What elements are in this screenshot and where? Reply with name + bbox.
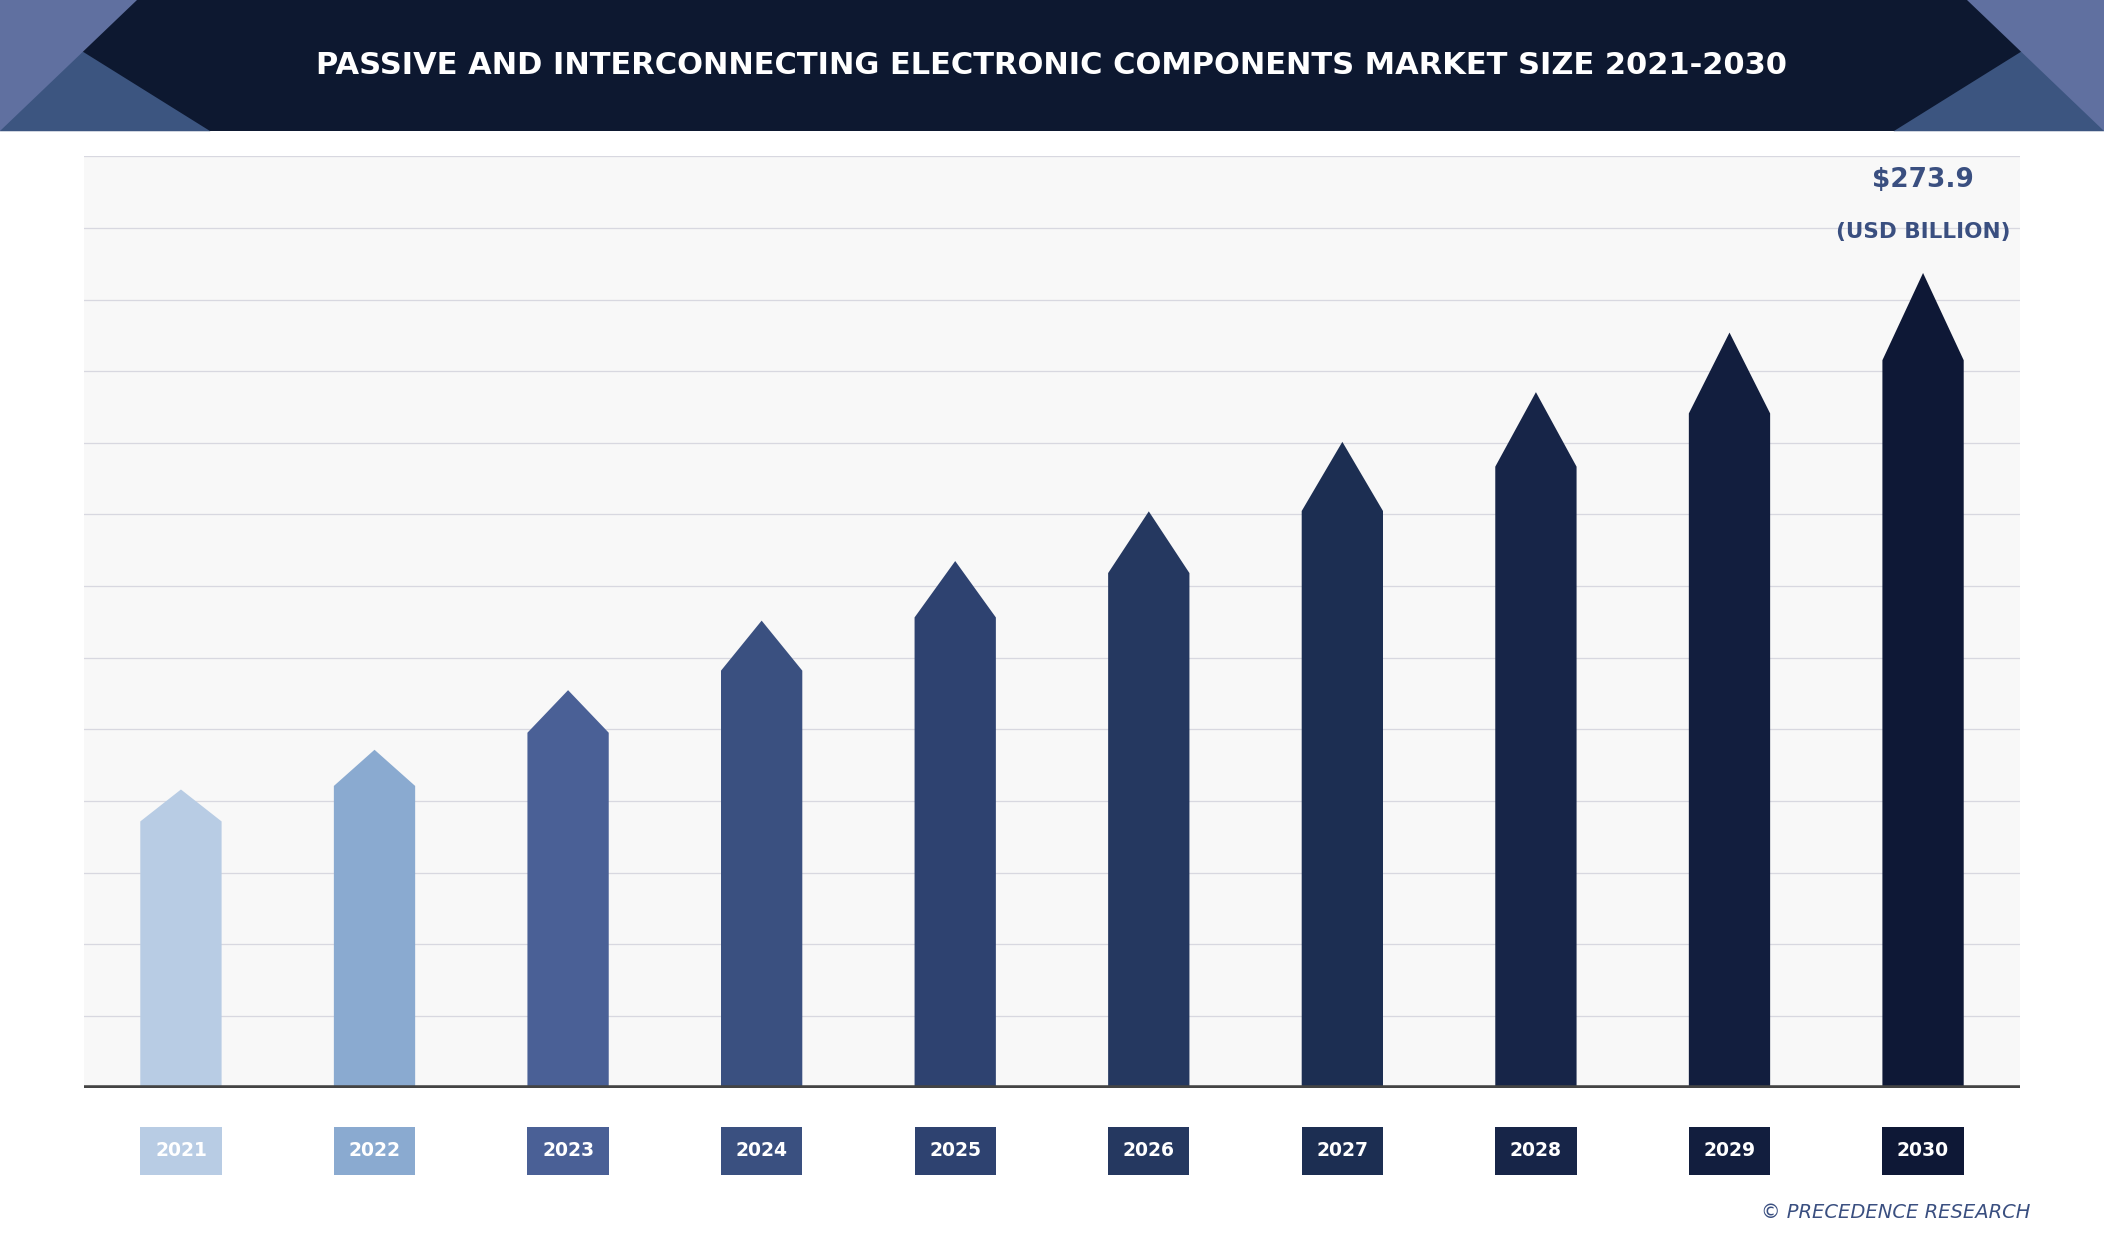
Polygon shape — [915, 561, 995, 1088]
Polygon shape — [335, 750, 414, 1088]
Text: 2028: 2028 — [1511, 1141, 1561, 1160]
Bar — [722, 1126, 802, 1175]
Bar — [1496, 1126, 1576, 1175]
Text: 2021: 2021 — [156, 1141, 206, 1160]
Text: 2030: 2030 — [1898, 1141, 1948, 1160]
Text: $273.9: $273.9 — [1873, 168, 1974, 194]
Polygon shape — [1690, 332, 1769, 1088]
Text: 2022: 2022 — [349, 1141, 400, 1160]
Text: 2026: 2026 — [1124, 1141, 1174, 1160]
Text: 2023: 2023 — [543, 1141, 593, 1160]
Bar — [1109, 1126, 1189, 1175]
Polygon shape — [528, 690, 608, 1088]
Text: 2029: 2029 — [1704, 1141, 1755, 1160]
Bar — [1302, 1126, 1382, 1175]
Bar — [1690, 1126, 1769, 1175]
Bar — [915, 1126, 995, 1175]
Text: 2024: 2024 — [736, 1141, 787, 1160]
Text: 2027: 2027 — [1317, 1141, 1368, 1160]
Polygon shape — [1302, 441, 1382, 1088]
Text: (USD BILLION): (USD BILLION) — [1837, 222, 2009, 243]
Text: 2025: 2025 — [930, 1141, 980, 1160]
Polygon shape — [141, 790, 221, 1088]
Polygon shape — [1496, 392, 1576, 1088]
Text: © PRECEDENCE RESEARCH: © PRECEDENCE RESEARCH — [1761, 1204, 2030, 1222]
Polygon shape — [1883, 272, 1963, 1088]
Polygon shape — [1109, 511, 1189, 1088]
Bar — [528, 1126, 608, 1175]
Bar — [1883, 1126, 1963, 1175]
Text: PASSIVE AND INTERCONNECTING ELECTRONIC COMPONENTS MARKET SIZE 2021-2030: PASSIVE AND INTERCONNECTING ELECTRONIC C… — [316, 51, 1788, 80]
Bar — [141, 1126, 221, 1175]
Polygon shape — [722, 621, 802, 1088]
Bar — [335, 1126, 414, 1175]
